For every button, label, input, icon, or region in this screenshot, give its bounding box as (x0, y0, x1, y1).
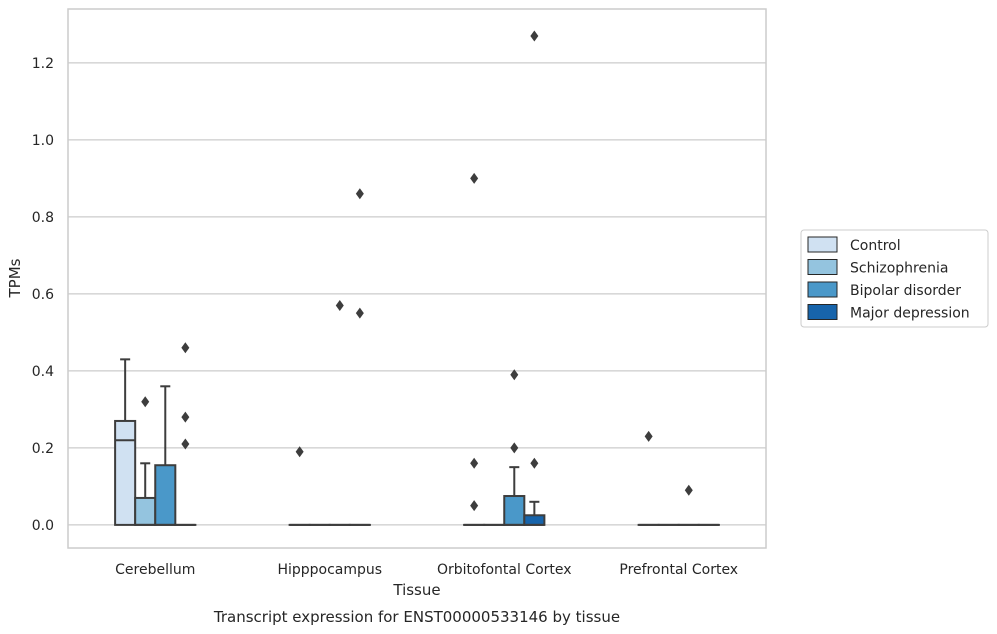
y-tick-labels: 0.0 0.2 0.4 0.6 0.8 1.0 1.2 (32, 56, 54, 534)
plot-border (67, 8, 767, 549)
outlier-point (530, 30, 539, 42)
x-tick-label: Orbitofontal Cortex (437, 562, 572, 578)
y-tick-label: 1.0 (32, 133, 54, 149)
legend-swatch (807, 236, 838, 253)
x-axis-title: Tissue (392, 581, 440, 599)
y-axis-title: TPMs (6, 258, 24, 298)
legend-frame (800, 229, 989, 328)
y-tick-label: 0.0 (32, 518, 54, 534)
box-body (114, 419, 137, 526)
legend-label: Major depression (850, 306, 970, 322)
outlier-point (470, 457, 479, 469)
outlier-point (510, 442, 519, 454)
x-tick-label: Cerebellum (115, 562, 195, 578)
y-tick-label: 0.4 (32, 364, 54, 380)
legend-label: Schizophrenia (850, 261, 948, 277)
outlier-point (141, 396, 150, 408)
outlier-point (295, 446, 304, 458)
outlier-point (181, 411, 190, 423)
box-group (677, 484, 700, 526)
x-tick-label: Hipppocampus (277, 562, 382, 578)
y-tick-label: 1.2 (32, 56, 54, 72)
outlier-point (181, 438, 190, 450)
box-group (114, 358, 137, 526)
box-group (523, 30, 546, 526)
outlier-point (470, 172, 479, 184)
y-tick-label: 0.6 (32, 287, 54, 303)
outlier-point (355, 188, 364, 200)
grid-lines (68, 62, 766, 526)
legend-swatch (807, 259, 838, 275)
outlier-point (684, 484, 693, 496)
outlier-point (510, 369, 519, 381)
box-group (637, 430, 660, 526)
outlier-point (181, 342, 190, 354)
box-group (154, 385, 177, 526)
box-body (523, 514, 546, 526)
outlier-point (335, 299, 344, 311)
chart-caption: Transcript expression for ENST0000053314… (213, 608, 620, 626)
box-group (328, 299, 351, 526)
outlier-point (470, 500, 479, 512)
box-group (288, 446, 311, 526)
legend-items: Control Schizophrenia Bipolar disorder Majo… (807, 236, 970, 322)
box-group (174, 342, 197, 526)
outlier-point (644, 430, 653, 442)
box-group (463, 172, 486, 526)
box-body (154, 464, 177, 526)
legend-label: Bipolar disorder (850, 283, 961, 299)
box-group (134, 396, 157, 526)
x-tick-labels: Cerebellum Hipppocampus Orbitofontal Corte… (115, 562, 738, 578)
legend-label: Control (850, 238, 901, 254)
box-group (503, 369, 526, 526)
box-group (348, 188, 371, 526)
plot-frame (67, 8, 767, 549)
outlier-point (355, 307, 364, 319)
legend-swatch (807, 304, 838, 320)
box-body (134, 496, 157, 526)
y-tick-label: 0.8 (32, 210, 54, 226)
legend: Control Schizophrenia Bipolar disorder Majo… (800, 229, 989, 328)
legend-swatch (807, 281, 838, 298)
outlier-point (530, 457, 539, 469)
box-marks (114, 30, 720, 526)
x-tick-label: Prefrontal Cortex (619, 562, 738, 578)
box-body (503, 495, 526, 526)
y-tick-label: 0.2 (32, 441, 54, 457)
